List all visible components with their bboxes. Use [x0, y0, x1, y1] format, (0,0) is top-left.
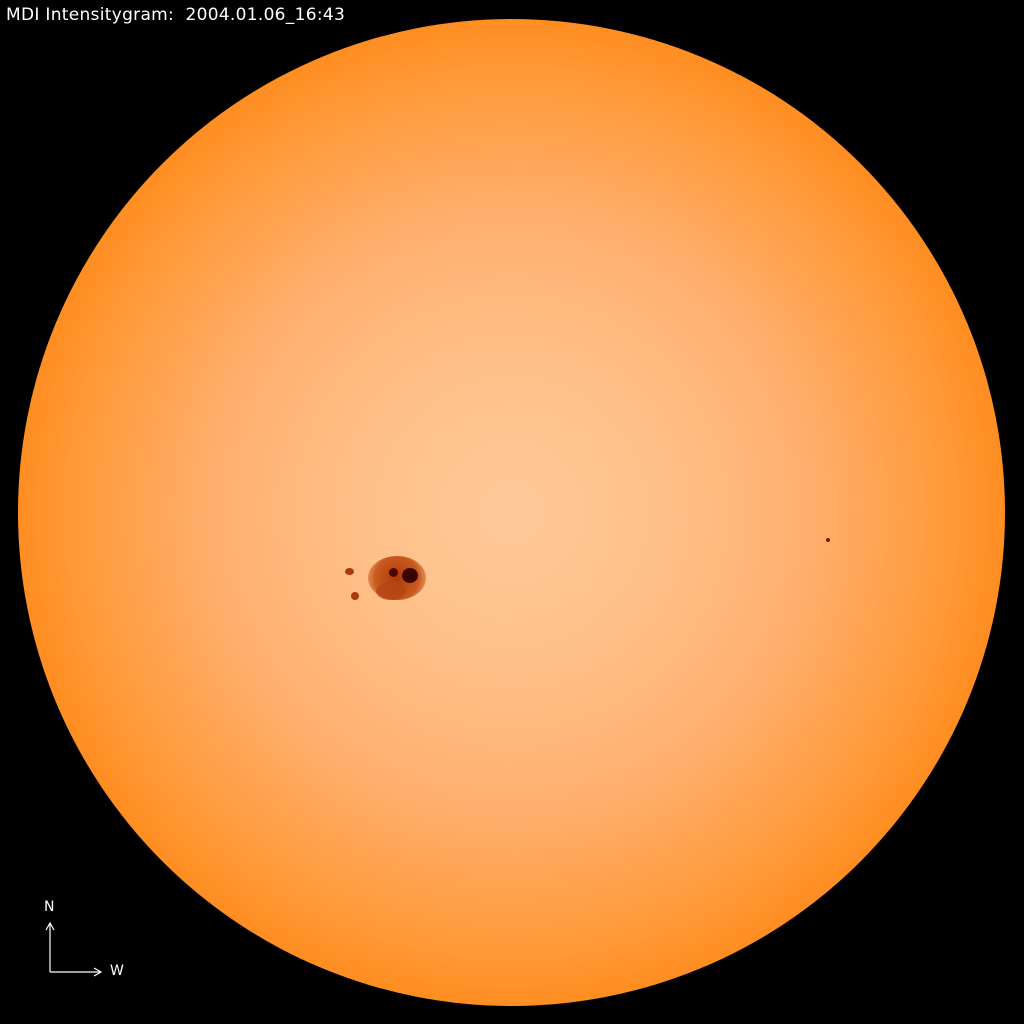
image-title: MDI Intensitygram: 2004.01.06_16:43	[6, 5, 346, 25]
west-label: W	[110, 963, 124, 979]
solar-disk	[18, 19, 1005, 1006]
sunspot-umbra	[402, 568, 418, 583]
north-label: N	[44, 899, 55, 915]
orientation-compass	[45, 921, 103, 977]
sunspot-umbra	[389, 568, 398, 577]
